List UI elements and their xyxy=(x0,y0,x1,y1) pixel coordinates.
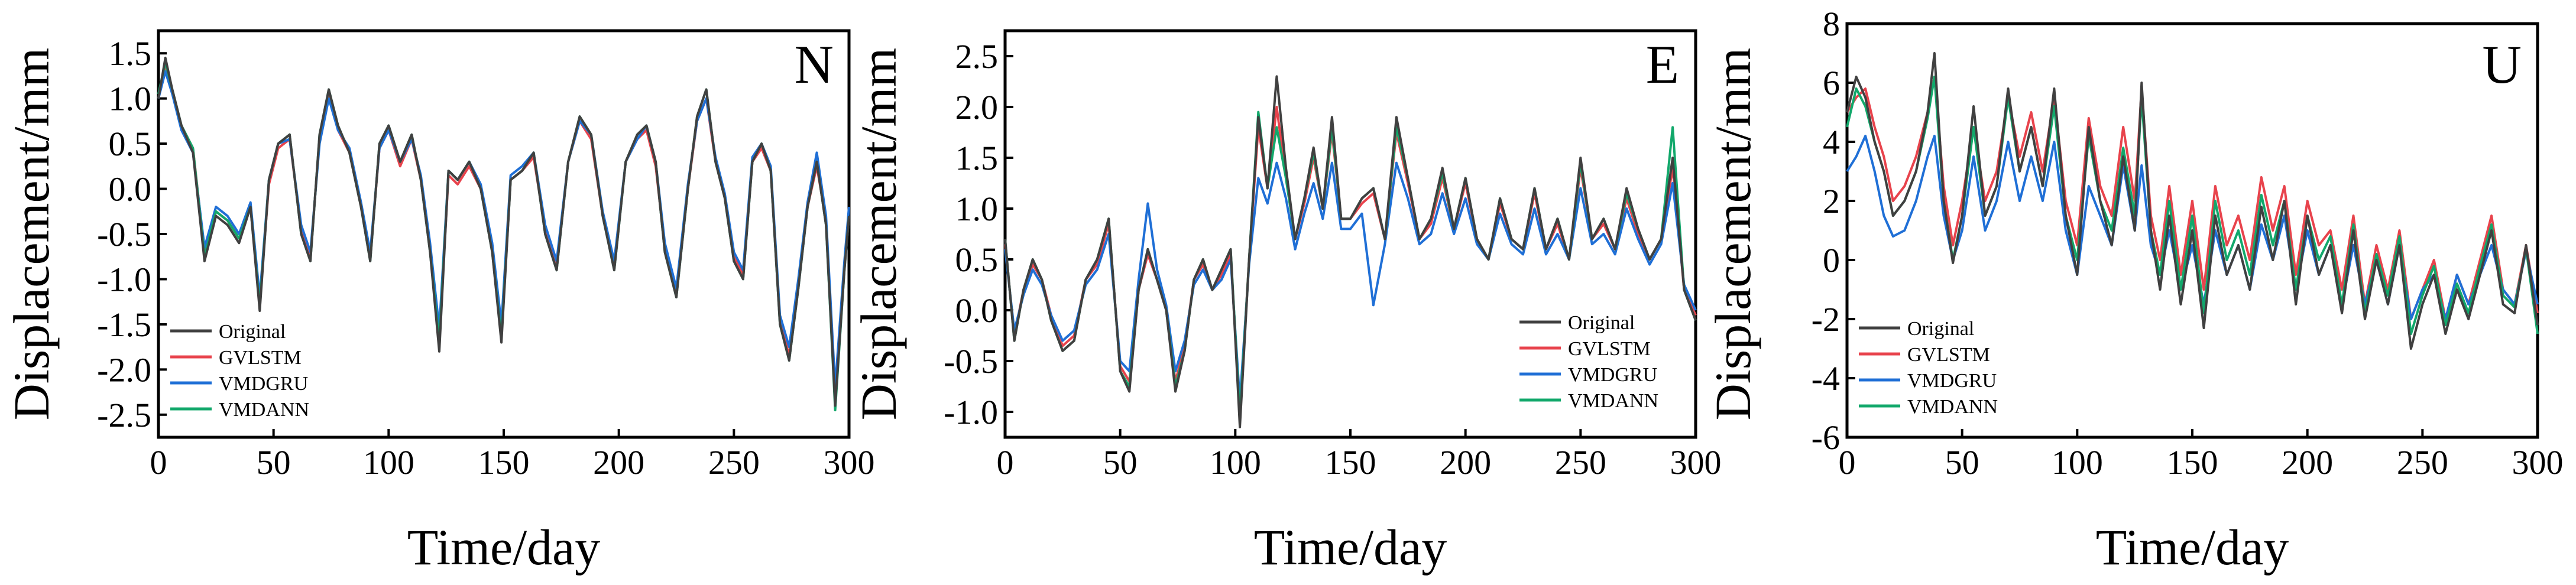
legend-label-gvlstm: GVLSTM xyxy=(1568,338,1651,360)
panel-u-y-tick-label: 8 xyxy=(1823,5,1840,43)
panel-n-x-tick-label: 300 xyxy=(824,443,875,482)
panel-u-x-tick-label: 300 xyxy=(2512,443,2564,482)
panel-e-y-tick-label: 2.5 xyxy=(955,37,999,76)
panel-n-x-tick-label: 150 xyxy=(478,443,530,482)
panel-u-y-tick-label: 4 xyxy=(1823,123,1840,161)
panel-e-x-tick-label: 50 xyxy=(1103,443,1138,482)
panel-n-y-tick-label: 0.5 xyxy=(109,125,152,163)
panel-e-label: E xyxy=(1646,34,1679,95)
panel-e-x-tick-label: 300 xyxy=(1670,443,1722,482)
panel-e-y-tick-label: 2.0 xyxy=(955,88,999,126)
panel-e-x-axis-label: Time/day xyxy=(1254,519,1447,576)
panel-u-x-tick-label: 200 xyxy=(2282,443,2333,482)
legend-label-vmdann: VMDANN xyxy=(219,399,309,421)
panel-n-label: N xyxy=(795,34,834,95)
panel-e-y-tick-label: -1.0 xyxy=(944,393,998,431)
panel-n-x-tick-label: 100 xyxy=(363,443,414,482)
panel-u-x-tick-label: 150 xyxy=(2167,443,2218,482)
panel-u-y-tick-label: 0 xyxy=(1823,241,1840,280)
panel-u-x-axis-label: Time/day xyxy=(2096,519,2289,576)
panel-n-x-axis-label: Time/day xyxy=(407,519,601,576)
legend-label-gvlstm: GVLSTM xyxy=(1907,344,1990,366)
panel-e-y-tick-label: 1.5 xyxy=(955,139,999,177)
panel-u-legend: Original GVLSTM VMDGRU VMDANN xyxy=(1859,318,1998,418)
panel-e-y-tick-label: -0.5 xyxy=(944,342,998,381)
panel-u-x-tick-label: 0 xyxy=(1839,443,1856,482)
panel-u-y-tick-label: -6 xyxy=(1812,418,1840,457)
panel-u-y-tick-label: -4 xyxy=(1812,359,1840,398)
panel-u-x-tick-label: 250 xyxy=(2397,443,2448,482)
panel-e-y-axis-label: Displacement/mm xyxy=(850,48,907,421)
panel-n-y-tick-label: -0.5 xyxy=(97,215,151,254)
panel-n-x-tick-label: 250 xyxy=(708,443,760,482)
panel-n-y-tick-label: 0.0 xyxy=(109,170,152,209)
panel-e-series-original xyxy=(1004,75,1697,428)
panel-n-x-tick-label: 0 xyxy=(150,443,167,482)
panel-n-y-tick-label: -2.0 xyxy=(97,350,151,389)
panel-u-y-tick-label: -2 xyxy=(1812,300,1840,339)
panel-n-series-original xyxy=(157,56,850,407)
panel-u-series-gvlstm xyxy=(1846,76,2539,320)
panel-e-x-tick-label: 150 xyxy=(1325,443,1376,482)
panel-n-y-tick-label: -1.0 xyxy=(97,260,151,298)
panel-e-y-tick-label: 0.5 xyxy=(955,240,999,279)
legend-label-original: Original xyxy=(1907,318,1974,340)
legend-label-gvlstm: GVLSTM xyxy=(219,347,302,369)
panel-n-y-tick-label: 1.0 xyxy=(109,80,152,118)
panel-n-y-tick-label: 1.5 xyxy=(109,34,152,73)
panel-e-y-tick-label: 1.0 xyxy=(955,190,999,228)
panel-e-x-tick-label: 0 xyxy=(997,443,1014,482)
legend-label-vmdann: VMDANN xyxy=(1907,396,1998,418)
panel-e-x-tick-label: 100 xyxy=(1210,443,1261,482)
panel-n-legend: Original GVLSTM VMDGRU VMDANN xyxy=(170,321,309,421)
panel-n-y-axis-label: Displacement/mm xyxy=(3,48,60,421)
panel-n-y-tick-label: -2.5 xyxy=(97,396,151,434)
panel-n-x-tick-label: 200 xyxy=(593,443,644,482)
panel-e-legend: Original GVLSTM VMDGRU VMDANN xyxy=(1519,312,1658,412)
legend-label-vmdgru: VMDGRU xyxy=(219,373,308,395)
panel-u-y-axis-label: Displacement/mm xyxy=(1705,48,1761,421)
panel-e: 2.5 2.0 1.5 1.0 0.5 0.0 -0.5 -1.0 0 50 100 150 200 25… xyxy=(850,29,1722,576)
panel-e-x-tick-label: 200 xyxy=(1440,443,1491,482)
panel-u-y-tick-label: 2 xyxy=(1823,182,1840,220)
legend-label-original: Original xyxy=(1568,312,1635,334)
panel-u-series-original xyxy=(1846,52,2539,350)
panel-e-x-tick-label: 250 xyxy=(1555,443,1606,482)
legend-label-vmdgru: VMDGRU xyxy=(1568,364,1657,386)
panel-u-label: U xyxy=(2483,34,2522,95)
legend-label-vmdann: VMDANN xyxy=(1568,390,1658,412)
legend-label-original: Original xyxy=(219,321,286,343)
panel-n-y-tick-label: -1.5 xyxy=(97,306,151,344)
panel-n: 1.5 1.0 0.5 0.0 -0.5 -1.0 -1.5 -2.0 -2.5 0 50 100 15… xyxy=(3,29,875,576)
panel-u-x-tick-label: 100 xyxy=(2052,443,2103,482)
panel-n-x-tick-label: 50 xyxy=(257,443,291,482)
panel-e-y-tick-label: 0.0 xyxy=(955,291,999,330)
legend-label-vmdgru: VMDGRU xyxy=(1907,370,1997,392)
panel-u-y-tick-label: 6 xyxy=(1823,64,1840,102)
panel-u-x-tick-label: 50 xyxy=(1945,443,1979,482)
